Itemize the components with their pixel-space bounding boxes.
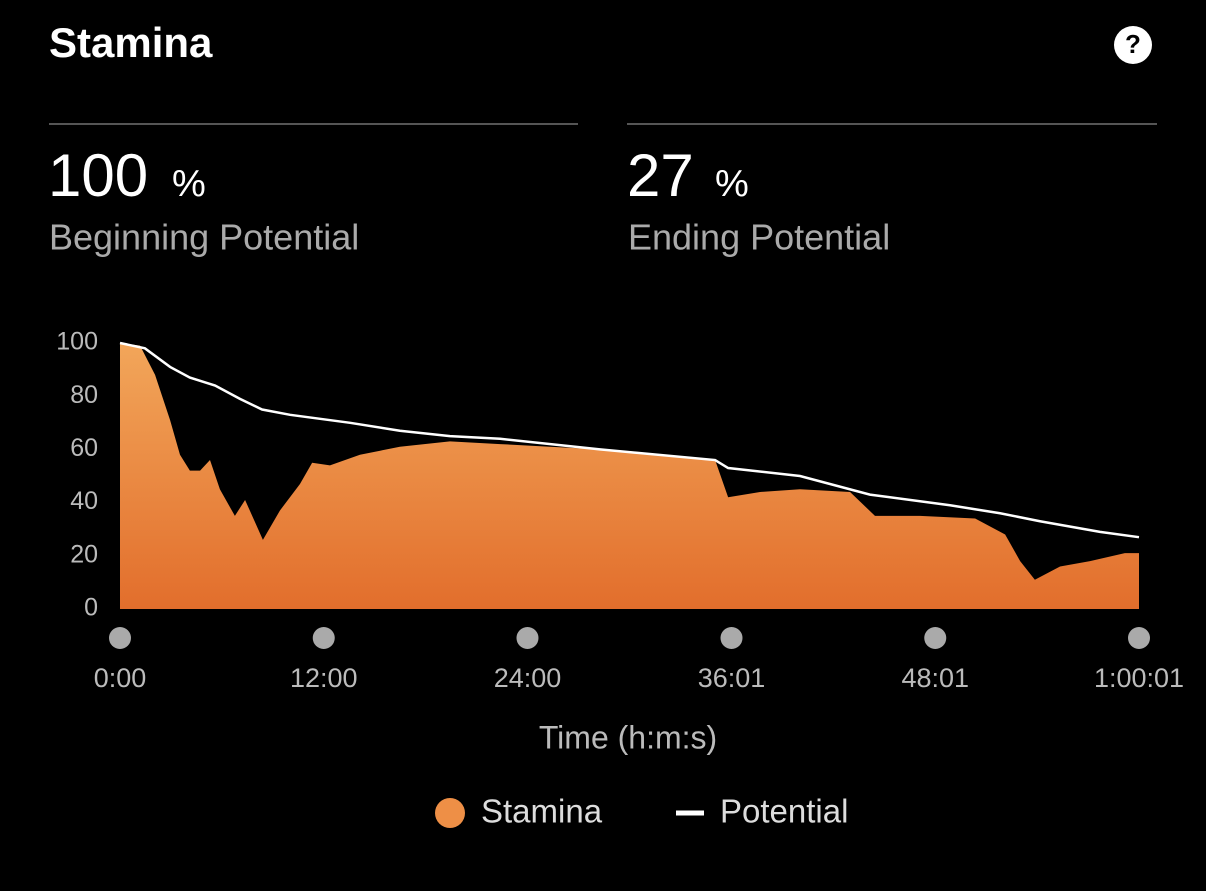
stat-label: Beginning Potential xyxy=(49,217,359,258)
stamina-area xyxy=(120,343,1139,609)
x-tick-label: 48:01 xyxy=(901,663,969,693)
stat-value: 100 xyxy=(48,142,148,209)
x-tick-label: 24:00 xyxy=(494,663,562,693)
x-tick-dot xyxy=(312,627,335,649)
stat-unit: % xyxy=(715,163,749,205)
x-tick-label: 36:01 xyxy=(698,663,766,693)
x-tick-dot xyxy=(924,627,947,649)
stat-unit: % xyxy=(172,163,206,205)
stat-label: Ending Potential xyxy=(628,217,890,258)
legend-marker xyxy=(435,798,465,828)
x-tick-dot xyxy=(109,627,131,649)
y-tick-label: 80 xyxy=(70,381,98,409)
x-tick-label: 0:00 xyxy=(94,663,147,693)
help-icon[interactable]: ? xyxy=(1125,29,1141,59)
potential-line xyxy=(119,341,1140,539)
y-tick-label: 60 xyxy=(70,434,98,462)
legend-label: Stamina xyxy=(481,793,603,830)
x-tick-label: 1:00:01 xyxy=(1094,663,1184,693)
y-tick-label: 0 xyxy=(84,594,98,622)
x-tick-dot xyxy=(1128,627,1150,649)
x-tick-dot xyxy=(516,627,539,649)
card-title: Stamina xyxy=(49,19,213,66)
x-tick-label: 12:00 xyxy=(290,663,358,693)
y-tick-label: 40 xyxy=(70,487,98,515)
x-axis-label: Time (h:m:s) xyxy=(539,719,717,755)
x-tick-dot xyxy=(720,627,743,649)
legend-label: Potential xyxy=(720,793,848,830)
y-tick-label: 100 xyxy=(56,328,98,356)
help-button[interactable] xyxy=(1114,26,1152,64)
y-tick-label: 20 xyxy=(70,540,98,568)
stat-value: 27 xyxy=(627,142,694,209)
